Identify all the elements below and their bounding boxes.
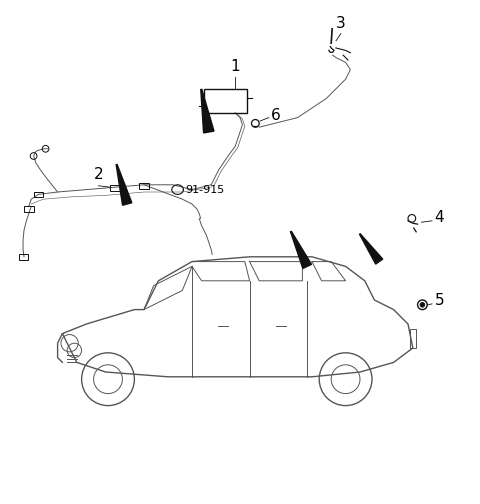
Text: 1: 1: [230, 59, 240, 75]
Bar: [110, 185, 120, 191]
Bar: [24, 206, 34, 212]
Bar: [204, 89, 247, 113]
Bar: [139, 183, 149, 188]
Text: 3: 3: [336, 16, 346, 31]
Text: 2: 2: [94, 167, 103, 182]
Polygon shape: [116, 164, 132, 205]
Polygon shape: [360, 234, 383, 264]
Bar: [410, 329, 416, 348]
Polygon shape: [290, 231, 312, 269]
Bar: [34, 192, 43, 197]
Text: 6: 6: [271, 108, 281, 122]
Text: 4: 4: [434, 210, 444, 225]
Bar: [19, 254, 28, 260]
Circle shape: [420, 302, 425, 307]
Polygon shape: [201, 89, 214, 133]
Text: 91-915: 91-915: [185, 184, 224, 195]
Text: 5: 5: [434, 293, 444, 308]
